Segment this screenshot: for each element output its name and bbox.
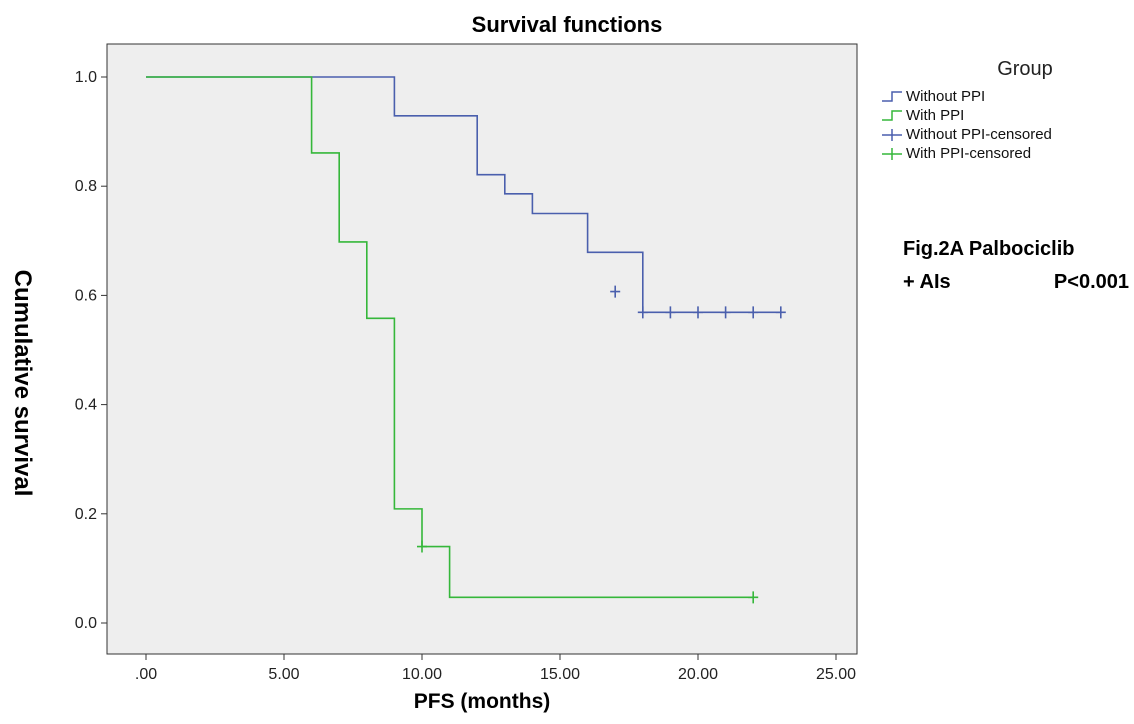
series-layer: [146, 76, 786, 604]
legend-censor-mark-green-icon: [882, 148, 902, 160]
x-axis-label: PFS (months): [413, 690, 551, 713]
annotation-p-value: P<0.001: [1053, 271, 1129, 293]
y-tick-label: 0.4: [75, 397, 97, 414]
censor-mark: [720, 306, 731, 319]
legend-label: With PPI: [906, 107, 965, 124]
legend-label: With PPI-censored: [906, 145, 1032, 162]
x-tick-label: 5.00: [268, 666, 299, 683]
y-tick-label: 0.2: [75, 506, 97, 523]
annotation-line-1: Fig.2A Palbociclib: [903, 238, 1075, 260]
legend-step-line-green-icon: [882, 110, 902, 121]
survival-curve-with-ppi: [146, 76, 754, 599]
legend-censor-mark-blue-icon: [882, 129, 902, 141]
censor-mark: [417, 540, 427, 553]
survival-curve-without-ppi: [146, 76, 781, 314]
x-tick-label: 25.00: [816, 666, 856, 683]
censor-mark: [748, 306, 759, 319]
x-tick-label: 20.00: [678, 666, 718, 683]
censor-mark: [693, 306, 703, 319]
y-tick-label: 0.8: [75, 178, 97, 195]
plot-area: [106, 43, 858, 655]
legend-step-line-blue-icon: [882, 91, 902, 102]
legend-title: Group: [997, 58, 1053, 80]
x-tick-label: 10.00: [402, 666, 442, 683]
censor-mark: [665, 306, 676, 319]
censor-mark: [775, 306, 786, 319]
legend-label: Without PPI: [906, 88, 986, 105]
annotation-line-2: + AIs P<0.001: [903, 266, 1129, 299]
censor-mark: [637, 306, 648, 319]
figure-annotation: Fig.2A Palbociclib + AIs P<0.001: [903, 233, 1129, 299]
x-tick-label: 15.00: [540, 666, 580, 683]
censor-mark: [610, 285, 621, 298]
legend-label: Without PPI-censored: [906, 126, 1052, 143]
axes-layer: 0.0 0.2 0.4 0.6 0.8 1.0 .00 5.00 10.00 15.00 20.00…: [75, 69, 856, 683]
y-tick-label: 0.6: [75, 287, 97, 304]
y-tick-label: 1.0: [75, 69, 97, 86]
y-axis-label: Cumulative survival: [9, 269, 36, 497]
annotation-drug-text: + AIs: [903, 271, 951, 293]
censor-mark: [748, 591, 759, 604]
x-tick-label: .00: [135, 666, 157, 683]
chart-title: Survival functions: [471, 12, 663, 37]
y-tick-label: 0.0: [75, 615, 97, 632]
